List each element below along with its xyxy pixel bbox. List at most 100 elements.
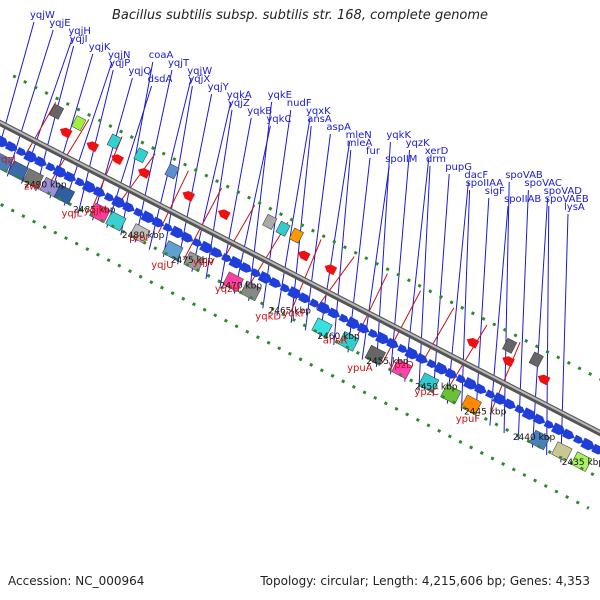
forward-gene-arrow bbox=[103, 192, 115, 202]
forward-gene-arrow bbox=[561, 428, 575, 440]
forward-gene-arrow bbox=[191, 237, 203, 247]
reverse-gene-label: yqkD bbox=[255, 311, 281, 322]
forward-gene-arrow bbox=[309, 298, 320, 308]
forward-gene-label: yqjK bbox=[89, 42, 111, 53]
reverse-gene-arrow bbox=[111, 154, 124, 166]
forward-gene-label: yqjZ bbox=[228, 98, 250, 109]
forward-gene-arrow bbox=[474, 383, 487, 394]
feature-box bbox=[311, 317, 333, 338]
forward-label-leader bbox=[375, 141, 391, 367]
forward-gene-arrow bbox=[543, 419, 555, 429]
ruler-label: 2455 kbp bbox=[366, 357, 409, 367]
ruler-label: 2470 kbp bbox=[220, 281, 263, 291]
forward-gene-arrow bbox=[338, 313, 349, 323]
feature-box bbox=[240, 280, 262, 302]
forward-gene-label: ansA bbox=[307, 114, 332, 125]
forward-gene-arrow bbox=[551, 422, 566, 436]
ruler-label: 2440 kbp bbox=[513, 433, 556, 443]
reverse-label-leader bbox=[116, 153, 156, 206]
forward-gene-arrow bbox=[221, 252, 232, 262]
forward-gene-arrow bbox=[485, 389, 496, 399]
genome-title: Bacillus subtilis subsp. subtilis str. 1… bbox=[111, 8, 489, 23]
forward-gene-arrow bbox=[503, 398, 516, 410]
ruler-label: 2435 kbp bbox=[562, 458, 600, 468]
feature-box bbox=[0, 152, 13, 173]
forward-gene-arrow bbox=[356, 322, 370, 334]
forward-label-leader bbox=[418, 165, 431, 389]
forward-gene-label: drm bbox=[426, 154, 446, 165]
forward-gene-arrow bbox=[133, 207, 144, 217]
forward-gene-arrow bbox=[415, 352, 428, 364]
forward-gene-arrow bbox=[15, 146, 27, 156]
reverse-gene-arrow bbox=[466, 337, 480, 349]
forward-gene-arrow bbox=[45, 162, 56, 172]
forward-gene-label: dacF bbox=[464, 170, 488, 181]
forward-gene-label: yqjY bbox=[208, 82, 230, 93]
forward-gene-label: yqzK bbox=[406, 138, 431, 149]
ruler-label: 2465 kbp bbox=[269, 307, 312, 317]
reverse-feature-box bbox=[262, 213, 278, 230]
forward-gene-arrow bbox=[444, 368, 458, 379]
forward-gene-arrow bbox=[279, 283, 291, 293]
forward-label-leader bbox=[21, 37, 73, 184]
forward-gene-label: mleN bbox=[346, 130, 372, 141]
feature-box bbox=[162, 240, 184, 261]
forward-gene-arrow bbox=[367, 328, 379, 338]
forward-gene-label: yqkE bbox=[268, 90, 292, 101]
forward-label-leader bbox=[517, 189, 529, 441]
forward-gene-arrow bbox=[572, 434, 584, 444]
ruler-label: 2480 kbp bbox=[122, 231, 165, 241]
reverse-gene-arrow bbox=[502, 356, 515, 368]
reverse-feature-box bbox=[528, 351, 544, 368]
reverse-label-leader bbox=[91, 136, 123, 209]
accession-text: Accession: NC_000964 bbox=[8, 574, 145, 588]
forward-gene-label: lysA bbox=[564, 202, 585, 213]
reverse-label-leader bbox=[290, 239, 322, 312]
forward-gene-label: sigF bbox=[485, 186, 505, 197]
forward-gene-arrow bbox=[492, 392, 508, 405]
reverse-gene-label: ypzD bbox=[389, 360, 415, 371]
forward-gene-label: yqxK bbox=[306, 106, 331, 117]
feature-box bbox=[570, 451, 593, 472]
forward-gene-arrow bbox=[180, 231, 194, 243]
ruler-label: 2490 kbp bbox=[24, 180, 67, 190]
forward-label-leader bbox=[503, 181, 510, 433]
reverse-feature-box bbox=[106, 133, 122, 150]
reverse-label-leader bbox=[183, 187, 223, 261]
forward-gene-label: yqjP bbox=[109, 58, 130, 69]
reverse-gene-label: zwf bbox=[24, 181, 41, 192]
forward-gene-label: yqjE bbox=[49, 18, 70, 29]
forward-gene-arrow bbox=[514, 404, 525, 414]
forward-label-leader bbox=[432, 173, 450, 397]
forward-gene-label: yqjQ bbox=[128, 66, 151, 77]
forward-gene-arrow bbox=[140, 210, 156, 223]
forward-label-leader bbox=[35, 45, 75, 192]
ruler-label: 2475 kbp bbox=[171, 256, 214, 266]
reverse-feature-box bbox=[71, 115, 87, 132]
reverse-gene-label: yqjL bbox=[61, 209, 82, 220]
ruler-label: 2445 kbp bbox=[464, 408, 507, 418]
forward-gene-arrow bbox=[327, 307, 341, 319]
reverse-gene-arrow bbox=[182, 190, 196, 202]
forward-gene-label: spoIIAA bbox=[466, 178, 504, 189]
feature-box bbox=[183, 251, 205, 272]
forward-gene-label: yqjN bbox=[108, 50, 131, 61]
forward-label-leader bbox=[489, 205, 509, 426]
forward-gene-label: yqkB bbox=[247, 106, 272, 117]
reverse-gene-arrow bbox=[86, 141, 100, 153]
reverse-label-leader bbox=[423, 307, 455, 361]
reverse-feature-box bbox=[288, 227, 304, 244]
reverse-feature-box bbox=[48, 103, 65, 120]
forward-label-leader bbox=[546, 205, 550, 455]
forward-gene-arrow bbox=[169, 225, 185, 239]
reverse-gene-arrow bbox=[138, 168, 151, 179]
ruler-label: 2450 kbp bbox=[415, 382, 458, 392]
topology-text: Topology: circular; Length: 4,215,606 bp… bbox=[260, 574, 590, 588]
reverse-gene-label: ansR bbox=[323, 336, 348, 347]
forward-gene-arrow bbox=[162, 222, 174, 232]
forward-gene-arrow bbox=[426, 359, 437, 368]
reverse-feature-box bbox=[133, 147, 149, 164]
forward-gene-label: spoVAD bbox=[544, 186, 583, 197]
